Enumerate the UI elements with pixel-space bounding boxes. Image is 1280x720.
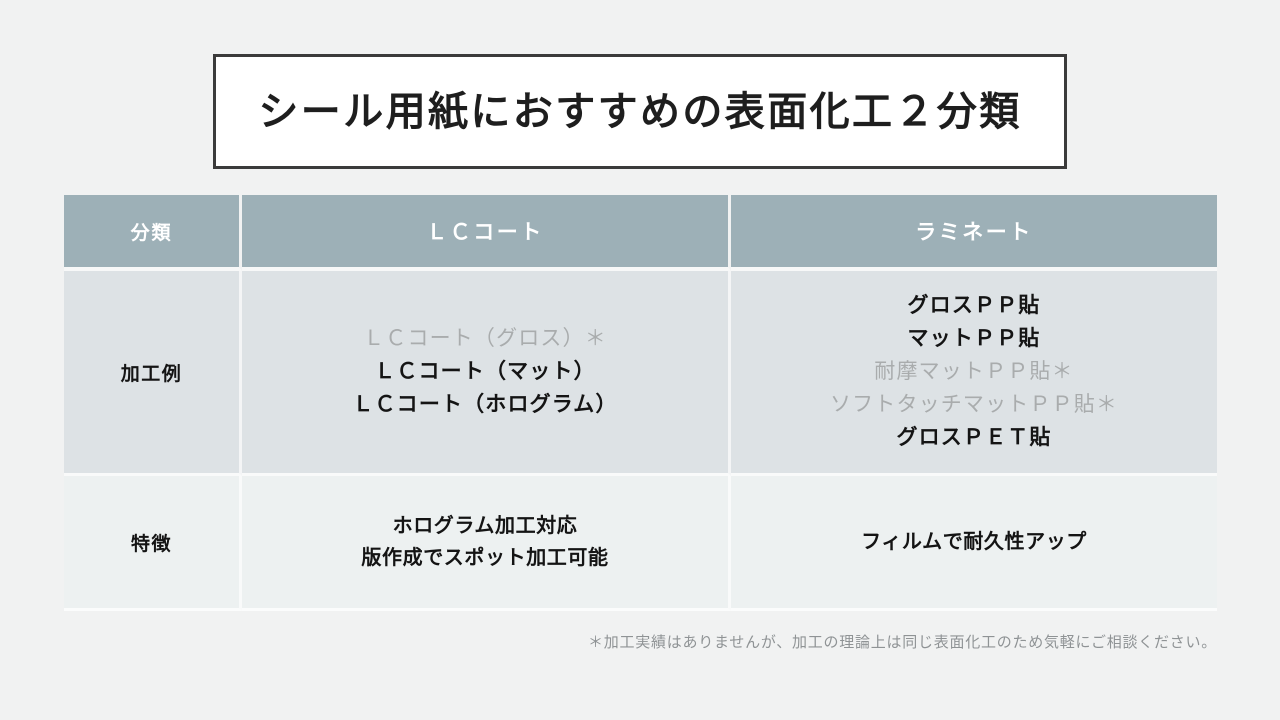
page-title: シール用紙におすすめの表面化工２分類 <box>258 89 1022 134</box>
laminate-feature-list: フィルムで耐久性アップ <box>731 528 1217 556</box>
table-row-processing-examples: 加工例 ＬＣコート（グロス）＊ ＬＣコート（マット） ＬＣコート（ホログラム） … <box>64 271 1217 476</box>
list-item: 版作成でスポット加工可能 <box>361 546 609 569</box>
row-label-text: 特徴 <box>130 533 173 555</box>
title-box: シール用紙におすすめの表面化工２分類 <box>213 54 1067 169</box>
cell-lc-coat-examples: ＬＣコート（グロス）＊ ＬＣコート（マット） ＬＣコート（ホログラム） <box>242 271 731 476</box>
column-header-lc-coat: ＬＣコート <box>242 195 731 271</box>
row-label-text: 加工例 <box>120 363 183 385</box>
table-header-row: 分類 ＬＣコート ラミネート <box>64 195 1217 271</box>
list-item: ホログラム加工対応 <box>392 515 578 538</box>
cell-laminate-examples: グロスＰＰ貼 マットＰＰ貼 耐摩マットＰＰ貼＊ ソフトタッチマットＰＰ貼＊ グロ… <box>731 271 1217 476</box>
list-item: マットＰＰ貼 <box>907 327 1041 351</box>
column-header-category: 分類 <box>64 195 242 271</box>
cell-lc-coat-features: ホログラム加工対応 版作成でスポット加工可能 <box>242 476 731 611</box>
footnote: ＊加工実績はありませんが、加工の理論上は同じ表面化工のため気軽にご相談ください。 <box>588 634 1217 651</box>
column-header-laminate: ラミネート <box>731 195 1217 271</box>
row-label-features: 特徴 <box>64 476 242 611</box>
comparison-table: 分類 ＬＣコート ラミネート 加工例 ＬＣコート（グロス）＊ ＬＣコート（マット… <box>64 195 1217 611</box>
list-item: グロスＰＰ貼 <box>907 294 1041 318</box>
list-item: 耐摩マットＰＰ貼＊ <box>874 360 1074 384</box>
lc-coat-example-list: ＬＣコート（グロス）＊ ＬＣコート（マット） ＬＣコート（ホログラム） <box>242 324 728 419</box>
table-row-features: 特徴 ホログラム加工対応 版作成でスポット加工可能 フィルムで耐久性アップ <box>64 476 1217 611</box>
list-item: ＬＣコート（ホログラム） <box>352 392 618 416</box>
list-item: ソフトタッチマットＰＰ貼＊ <box>829 392 1118 416</box>
list-item: グロスＰＥＴ貼 <box>896 425 1052 449</box>
list-item: ＬＣコート（マット） <box>374 360 596 384</box>
laminate-example-list: グロスＰＰ貼 マットＰＰ貼 耐摩マットＰＰ貼＊ ソフトタッチマットＰＰ貼＊ グロ… <box>731 291 1217 452</box>
lc-coat-feature-list: ホログラム加工対応 版作成でスポット加工可能 <box>242 512 728 572</box>
list-item: ＬＣコート（グロス）＊ <box>363 327 607 351</box>
row-label-processing-examples: 加工例 <box>64 271 242 476</box>
list-item: フィルムで耐久性アップ <box>861 530 1087 553</box>
cell-laminate-features: フィルムで耐久性アップ <box>731 476 1217 611</box>
